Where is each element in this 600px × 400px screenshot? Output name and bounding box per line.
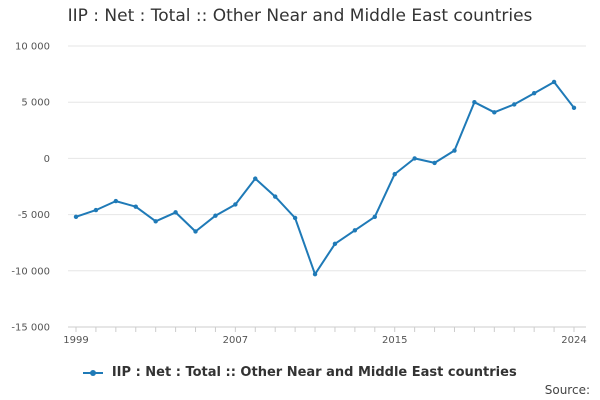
data-point[interactable]	[113, 198, 119, 204]
y-tick-label: -5 000	[18, 210, 50, 221]
data-point[interactable]	[492, 110, 497, 115]
data-point[interactable]	[153, 219, 158, 224]
data-point[interactable]	[512, 102, 517, 107]
data-point[interactable]	[133, 204, 138, 209]
data-point[interactable]	[472, 100, 477, 105]
y-tick-label: -15 000	[11, 323, 50, 334]
data-point[interactable]	[253, 176, 258, 181]
x-tick-label: 1999	[63, 335, 88, 346]
data-point[interactable]	[531, 91, 537, 96]
series-line	[75, 81, 575, 276]
x-axis: 1999 2007 2015 2024	[63, 326, 587, 346]
y-tick-label: 0	[44, 154, 50, 165]
data-point[interactable]	[551, 79, 557, 85]
data-point[interactable]	[193, 229, 198, 234]
y-tick-label: 10 000	[15, 42, 50, 53]
source-label: Source:	[544, 383, 590, 397]
series-group	[73, 79, 577, 277]
data-point[interactable]	[352, 228, 358, 233]
x-tick-label: 2024	[561, 335, 586, 346]
chart-title: IIP : Net : Total :: Other Near and Midd…	[67, 6, 533, 26]
data-point[interactable]	[213, 213, 218, 218]
data-point[interactable]	[332, 241, 338, 247]
gridlines	[68, 45, 586, 328]
data-point[interactable]	[93, 207, 99, 213]
legend[interactable]: IIP : Net : Total :: Other Near and Midd…	[0, 365, 600, 380]
data-point[interactable]	[73, 214, 79, 220]
x-tick-label: 2015	[382, 335, 407, 346]
data-point[interactable]	[292, 215, 298, 221]
y-axis: 10 000 5 000 0 -5 000 -10 000 -15 000	[11, 42, 50, 334]
data-point[interactable]	[312, 271, 318, 277]
legend-label: IIP : Net : Total :: Other Near and Midd…	[111, 365, 517, 380]
data-point[interactable]	[452, 148, 457, 153]
data-point[interactable]	[392, 171, 397, 177]
x-tick-label: 2007	[223, 335, 248, 346]
y-tick-label: 5 000	[21, 98, 50, 109]
data-point[interactable]	[432, 160, 437, 166]
data-point[interactable]	[273, 194, 278, 199]
data-point[interactable]	[173, 210, 178, 215]
y-tick-label: -10 000	[11, 266, 50, 277]
legend-swatch-icon	[83, 368, 104, 378]
data-point[interactable]	[372, 214, 377, 220]
data-point[interactable]	[412, 156, 417, 161]
data-point[interactable]	[571, 105, 577, 111]
data-point[interactable]	[233, 202, 238, 207]
